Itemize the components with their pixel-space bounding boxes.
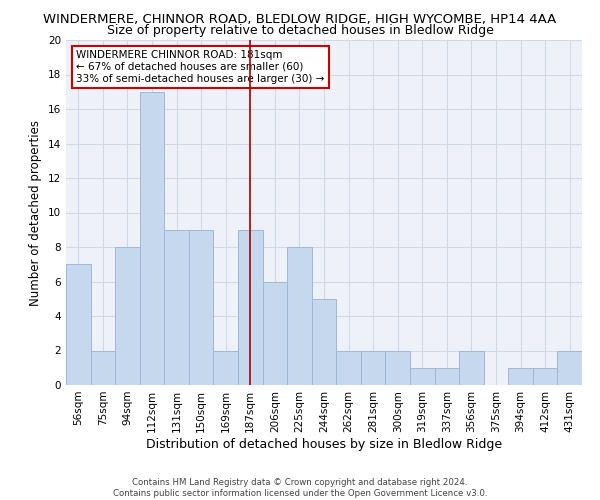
Bar (214, 350, 238, 385)
Bar (434, 368, 459, 385)
Text: Size of property relative to detached houses in Bledlow Ridge: Size of property relative to detached ho… (107, 24, 493, 37)
Text: Contains HM Land Registry data © Crown copyright and database right 2024.
Contai: Contains HM Land Registry data © Crown c… (113, 478, 487, 498)
X-axis label: Distribution of detached houses by size in Bledlow Ridge: Distribution of detached houses by size … (146, 438, 502, 450)
Bar (287, 247, 312, 385)
Bar (312, 298, 336, 385)
Bar (533, 368, 557, 385)
Bar (410, 368, 434, 385)
Bar (164, 230, 189, 385)
Bar (189, 230, 214, 385)
Text: WINDERMERE, CHINNOR ROAD, BLEDLOW RIDGE, HIGH WYCOMBE, HP14 4AA: WINDERMERE, CHINNOR ROAD, BLEDLOW RIDGE,… (43, 12, 557, 26)
Bar (508, 368, 533, 385)
Bar (557, 350, 582, 385)
Bar (66, 264, 91, 385)
Bar (263, 282, 287, 385)
Text: WINDERMERE CHINNOR ROAD: 181sqm
← 67% of detached houses are smaller (60)
33% of: WINDERMERE CHINNOR ROAD: 181sqm ← 67% of… (76, 50, 325, 84)
Bar (140, 92, 164, 385)
Bar (459, 350, 484, 385)
Bar (115, 247, 140, 385)
Bar (361, 350, 385, 385)
Bar (385, 350, 410, 385)
Y-axis label: Number of detached properties: Number of detached properties (29, 120, 43, 306)
Bar (238, 230, 263, 385)
Bar (91, 350, 115, 385)
Bar (336, 350, 361, 385)
